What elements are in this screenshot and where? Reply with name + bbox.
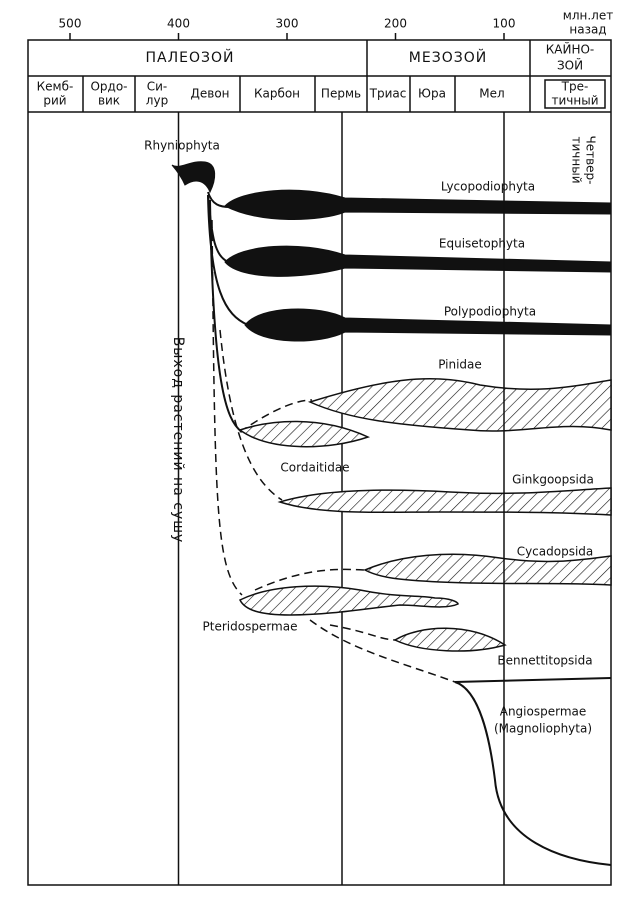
period-label: Триас [369, 87, 407, 101]
branch [207, 194, 249, 326]
annotation: тичный [570, 137, 584, 184]
period-label: Тре- [561, 80, 589, 94]
branch [219, 329, 283, 501]
period-label: Си- [147, 80, 168, 94]
angiospermae-shape [454, 681, 612, 866]
era-label: ПАЛЕОЗОЙ [146, 48, 235, 66]
taxon-label: Angiospermae [500, 705, 587, 719]
branch [309, 619, 456, 683]
period-label: вик [98, 94, 120, 108]
taxon-label: Bennettitopsida [497, 654, 592, 668]
taxon-label: Polypodiophyta [444, 305, 536, 319]
period-label: Девон [190, 87, 229, 101]
taxon-label: Rhyniophyta [144, 139, 220, 153]
era-label: КАЙНО- [546, 42, 595, 57]
rhyniophyta-shape [171, 161, 216, 194]
header-labels: млн.лет назад ПАЛЕОЗОЙ МЕЗОЗОЙ КАЙНО- ЗО… [37, 9, 614, 108]
taxon-label: (Magnoliophyta) [494, 722, 592, 736]
annotation: Четвер- [584, 135, 598, 184]
era-label: МЕЗОЗОЙ [409, 48, 487, 66]
period-label: Кемб- [37, 80, 74, 94]
angiospermae-shape [454, 677, 612, 683]
time-tick-label: 200 [384, 17, 407, 31]
bennettitopsida-shape [393, 627, 507, 652]
lycopodiophyta-shape [224, 189, 612, 220]
unit-label: млн.лет [563, 9, 613, 23]
cycadopsida-shape [363, 553, 612, 586]
period-label: Мел [479, 87, 504, 101]
period-label: рий [43, 94, 66, 108]
taxon-label: Ginkgoopsida [512, 473, 594, 487]
ginkgoopsida-shape [277, 487, 612, 516]
time-tick-label: 100 [493, 17, 516, 31]
taxon-label: Pinidae [438, 358, 482, 372]
time-tick-label: 300 [276, 17, 299, 31]
taxon-labels: Rhyniophyta Lycopodiophyta Equisetophyta… [144, 135, 597, 735]
branch [329, 624, 398, 641]
period-label: Ордо- [90, 80, 127, 94]
period-label: лур [146, 94, 168, 108]
time-tick-label: 400 [167, 17, 190, 31]
period-label: Карбон [254, 87, 300, 101]
equisetophyta-shape [224, 245, 612, 277]
branch [209, 199, 243, 433]
period-label: тичный [552, 94, 599, 108]
pinidae-shape [307, 378, 612, 432]
taxon-label: Lycopodiophyta [441, 180, 535, 194]
lineages [171, 161, 612, 866]
taxon-label: Cycadopsida [517, 545, 594, 559]
unit-label: назад [569, 23, 606, 37]
branch [254, 568, 366, 591]
time-tick-label: 500 [59, 17, 82, 31]
cordaitidae-shape [238, 420, 371, 448]
taxon-label: Cordaitidae [280, 461, 349, 475]
taxon-label: Pteridospermae [203, 620, 298, 634]
pteridospermae-shape [238, 585, 459, 616]
period-label: Юра [418, 87, 446, 101]
era-label: ЗОЙ [557, 58, 583, 73]
polypodiophyta-shape [244, 308, 612, 342]
taxon-label: Equisetophyta [439, 237, 525, 251]
period-label: Пермь [321, 87, 361, 101]
